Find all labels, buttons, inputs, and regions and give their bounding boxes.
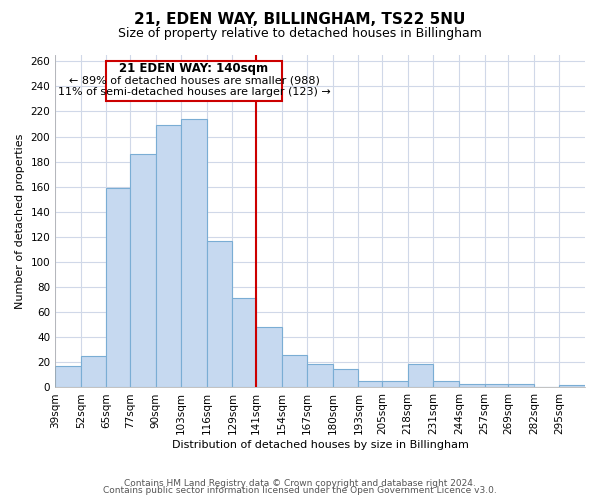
Bar bbox=[81, 356, 106, 388]
Bar bbox=[307, 364, 333, 388]
Text: Contains public sector information licensed under the Open Government Licence v3: Contains public sector information licen… bbox=[103, 486, 497, 495]
Bar bbox=[106, 188, 130, 388]
Bar bbox=[130, 154, 155, 388]
FancyBboxPatch shape bbox=[106, 62, 281, 102]
Bar bbox=[408, 364, 433, 388]
Bar bbox=[207, 240, 232, 388]
Bar bbox=[485, 384, 508, 388]
Bar bbox=[559, 385, 585, 388]
Text: Size of property relative to detached houses in Billingham: Size of property relative to detached ho… bbox=[118, 28, 482, 40]
Text: ← 89% of detached houses are smaller (988): ← 89% of detached houses are smaller (98… bbox=[68, 76, 319, 86]
Bar bbox=[256, 327, 281, 388]
Bar bbox=[281, 355, 307, 388]
Bar bbox=[382, 381, 408, 388]
Bar bbox=[181, 119, 207, 388]
Bar bbox=[232, 298, 256, 388]
Y-axis label: Number of detached properties: Number of detached properties bbox=[15, 134, 25, 309]
Bar bbox=[55, 366, 81, 388]
Bar bbox=[433, 381, 459, 388]
Bar bbox=[358, 381, 382, 388]
Bar bbox=[459, 384, 485, 388]
Bar bbox=[508, 384, 534, 388]
Bar bbox=[155, 126, 181, 388]
Text: 21 EDEN WAY: 140sqm: 21 EDEN WAY: 140sqm bbox=[119, 62, 269, 74]
Text: Contains HM Land Registry data © Crown copyright and database right 2024.: Contains HM Land Registry data © Crown c… bbox=[124, 478, 476, 488]
Bar bbox=[333, 368, 358, 388]
X-axis label: Distribution of detached houses by size in Billingham: Distribution of detached houses by size … bbox=[172, 440, 469, 450]
Text: 21, EDEN WAY, BILLINGHAM, TS22 5NU: 21, EDEN WAY, BILLINGHAM, TS22 5NU bbox=[134, 12, 466, 28]
Text: 11% of semi-detached houses are larger (123) →: 11% of semi-detached houses are larger (… bbox=[58, 87, 331, 97]
